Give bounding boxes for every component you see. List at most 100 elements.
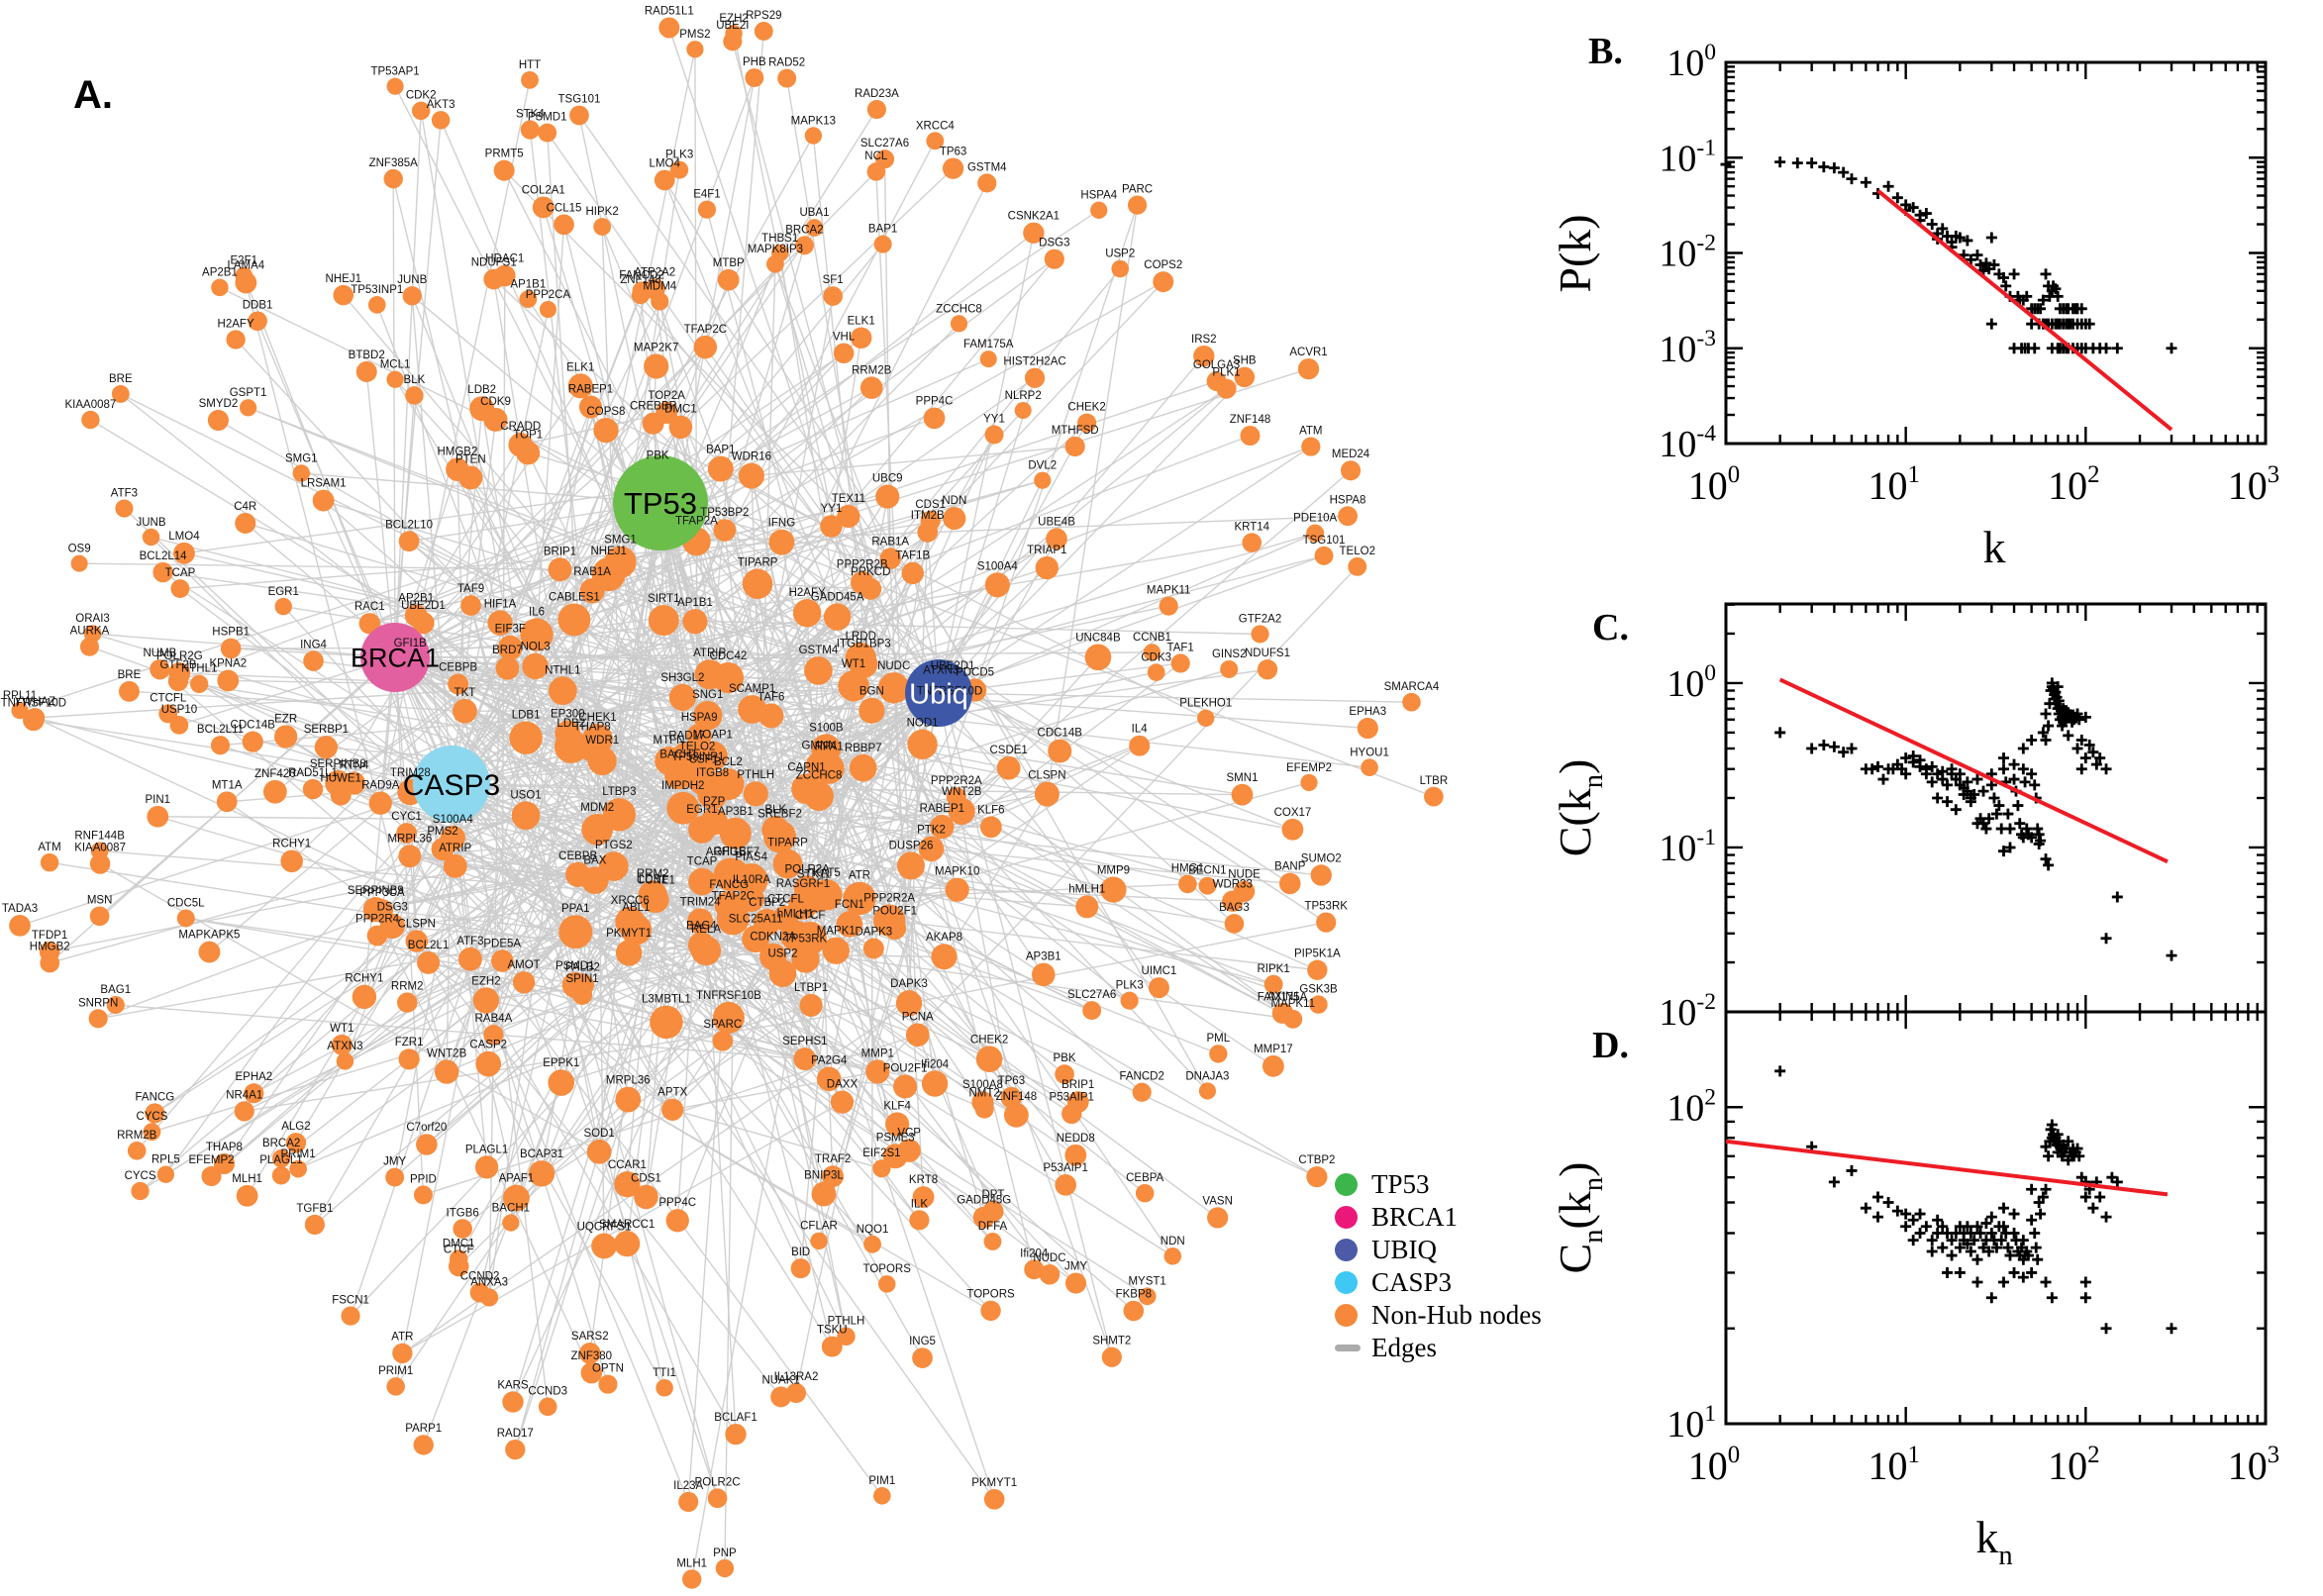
network-node: [984, 572, 1010, 598]
legend-color-dot: [1335, 1271, 1358, 1294]
network-node: [1316, 912, 1337, 933]
network-node-label: PPID: [410, 1173, 437, 1185]
network-node-label: FKBP8: [1116, 1289, 1152, 1301]
network-node-label: TNFRSF10D: [917, 685, 982, 697]
network-node: [620, 914, 653, 946]
network-node: [274, 597, 292, 616]
network-node: [578, 395, 603, 419]
network-node-label: RAB1A: [573, 566, 611, 578]
network-node-label: MAPK1: [817, 926, 856, 938]
network-node-label: TRIAP1: [1027, 545, 1066, 556]
network-node: [235, 271, 257, 294]
network-node: [1234, 366, 1256, 388]
network-node: [598, 1374, 618, 1394]
network-node-label: BCL2: [714, 756, 743, 768]
network-node-label: PPP2R2A: [863, 893, 915, 905]
network-node: [1306, 1166, 1328, 1188]
network-node-label: SHMT2: [1092, 1336, 1131, 1347]
network-node-label: DDB1: [243, 299, 273, 311]
network-node-label: PMS2: [427, 826, 457, 838]
tick-label: 100: [1666, 660, 1716, 705]
network-node: [983, 1489, 1005, 1510]
network-node: [875, 484, 900, 509]
network-node: [1357, 717, 1378, 740]
network-node: [220, 638, 242, 659]
network-node: [89, 853, 111, 874]
network-node-label: ZCCHC8: [936, 303, 982, 315]
network-node: [1300, 773, 1318, 792]
network-node-label: DNAJA3: [1185, 1070, 1229, 1082]
network-node: [292, 464, 311, 482]
network-node: [152, 561, 173, 583]
network-node-label: CHEK2: [1067, 402, 1105, 414]
network-node-label: TP53INP1: [351, 284, 403, 296]
legend-label: Edges: [1371, 1333, 1437, 1362]
network-node-label: NCL: [864, 150, 888, 162]
network-node: [548, 676, 577, 706]
network-node: [362, 897, 388, 923]
network-node-label: CEBPA: [1126, 1172, 1163, 1184]
network-node: [905, 1023, 930, 1047]
fit-line: [1725, 1139, 2169, 1197]
network-node-label: IL10RA: [733, 874, 771, 886]
tick-label: 102: [2048, 1442, 2099, 1488]
network-node: [147, 805, 169, 828]
network-node: [863, 1235, 881, 1253]
network-node: [912, 1186, 935, 1209]
network-node: [413, 1185, 433, 1205]
network-node: [460, 595, 481, 616]
network-node-label: CDC14B: [1038, 728, 1083, 740]
network-node: [1076, 413, 1097, 433]
network-node-label: RCHY1: [345, 973, 383, 985]
network-node-label: MAPK11: [1147, 585, 1191, 597]
network-node: [1046, 528, 1067, 550]
network-node-label: EZR: [274, 713, 297, 725]
network-node: [668, 415, 693, 440]
network-node: [793, 1047, 817, 1071]
network-node: [398, 531, 420, 552]
network-node-label: ZNF148: [620, 274, 661, 286]
network-node: [581, 813, 614, 846]
x-axis-label: kn​: [1975, 1512, 2012, 1571]
network-node-label: JMY: [1064, 1260, 1087, 1272]
network-node-label: CRADD: [500, 421, 541, 433]
network-node-label: CDS1: [915, 499, 946, 511]
network-node-label: THAP8: [206, 1142, 243, 1153]
network-node-label: BAG3: [1219, 902, 1250, 914]
network-node: [1257, 659, 1278, 680]
network-node: [1348, 556, 1367, 576]
network-node-label: PKMYT1: [606, 928, 652, 940]
network-node-label: KLF6: [977, 804, 1005, 816]
tick-label: 102: [1666, 1084, 1716, 1129]
network-node-label: NOD1: [907, 718, 939, 730]
network-node-label: hMLH1: [777, 909, 814, 921]
network-node-label: FCN1: [835, 899, 864, 911]
network-node: [712, 1031, 734, 1051]
network-node: [554, 214, 574, 236]
network-node: [843, 881, 876, 916]
network-node-label: HMGB2: [30, 942, 70, 953]
network-node-label: HIST2H2AC: [1003, 356, 1065, 368]
network-node-label: RAB1A: [871, 536, 909, 548]
legend-label: BRCA1: [1371, 1202, 1459, 1232]
network-node: [440, 825, 465, 851]
tick-label: 101: [1868, 461, 1919, 508]
network-node-label: BCL2L14: [140, 550, 188, 562]
network-node: [694, 659, 725, 690]
network-node-label: GFI1B: [714, 847, 748, 858]
network-node-label: NEDD8: [1057, 1133, 1095, 1145]
network-node-label: HMG1: [1171, 863, 1204, 875]
network-node-label: PRIM1: [281, 1148, 316, 1160]
network-node: [1064, 1272, 1087, 1294]
x-tick-labels: 100 101 102 103: [1688, 1442, 2279, 1488]
network-node-label: ITGB1BP3: [837, 639, 891, 650]
network-node-label: NR4A1: [226, 1089, 262, 1101]
network-node-label: BAX: [583, 854, 606, 866]
network-node-label: MT1A: [212, 779, 243, 791]
network-node-label: IL23A: [673, 1480, 703, 1492]
y-tick-labels: 102 101: [1666, 1084, 1716, 1446]
network-node-label: CYC1: [391, 811, 422, 823]
network-node: [791, 773, 822, 805]
network-node: [865, 1059, 890, 1084]
network-node: [770, 1386, 792, 1408]
